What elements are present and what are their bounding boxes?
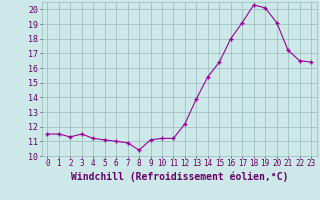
X-axis label: Windchill (Refroidissement éolien,°C): Windchill (Refroidissement éolien,°C) [70, 171, 288, 182]
